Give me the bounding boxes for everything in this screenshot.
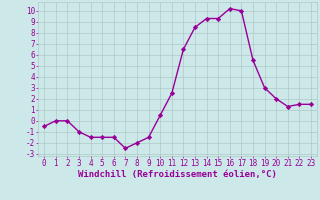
X-axis label: Windchill (Refroidissement éolien,°C): Windchill (Refroidissement éolien,°C)	[78, 170, 277, 179]
